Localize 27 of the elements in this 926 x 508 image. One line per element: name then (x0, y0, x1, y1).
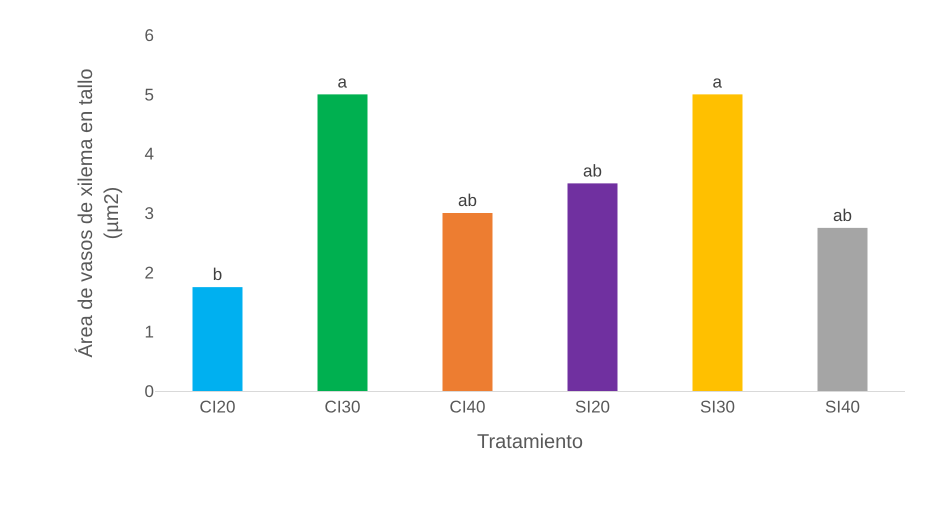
y-tick-label: 2 (144, 263, 154, 282)
bar (318, 94, 368, 391)
bar (192, 287, 242, 391)
y-tick-label: 5 (144, 85, 154, 104)
data-label: ab (583, 161, 602, 180)
x-tick-label: CI20 (200, 397, 236, 416)
data-label: b (212, 265, 222, 284)
y-tick-label: 1 (144, 322, 154, 342)
data-label: a (712, 72, 722, 92)
y-tick-label: 0 (144, 382, 154, 401)
x-tick-label: CI30 (324, 397, 360, 416)
bar (442, 213, 492, 391)
bar (818, 228, 868, 391)
data-label: ab (833, 206, 852, 225)
y-tick-label: 3 (144, 204, 154, 223)
x-tick-label: SI30 (700, 397, 735, 416)
bar (568, 183, 618, 391)
x-tick-label: SI40 (825, 397, 860, 416)
x-tick-label: SI20 (575, 397, 610, 416)
data-label: a (338, 72, 348, 92)
data-label: ab (458, 191, 477, 210)
x-axis-title: Tratamiento (477, 430, 583, 453)
x-tick-label: CI40 (450, 397, 486, 416)
y-axis-title: Área de vasos de xilema en tallo (µm2) (74, 68, 124, 358)
y-tick-label: 4 (144, 144, 154, 164)
bar (692, 94, 742, 391)
y-tick-label: 6 (144, 26, 154, 45)
